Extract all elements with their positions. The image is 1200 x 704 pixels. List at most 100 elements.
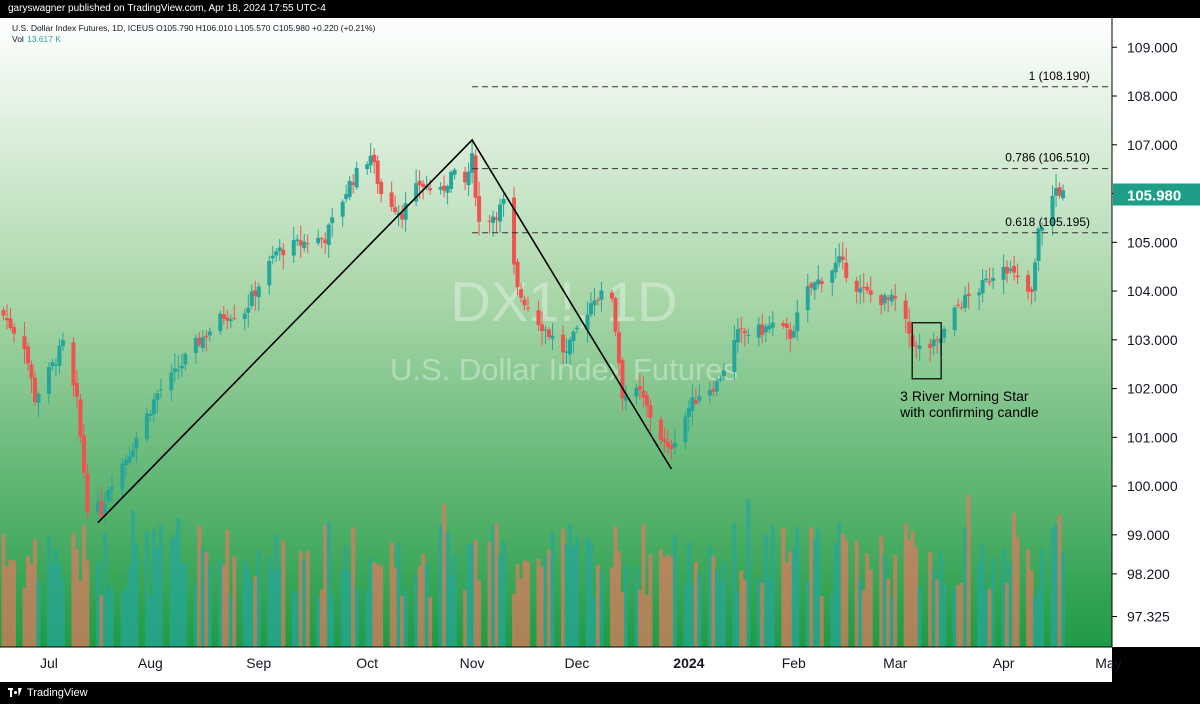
candle-body [914,345,919,347]
time-tick-label: 2024 [673,655,704,671]
candle-body [805,286,810,311]
candle-body [323,239,328,244]
candle-body [840,256,845,260]
volume-bar [347,572,352,647]
candle-body [319,238,324,240]
volume-bar [148,594,153,647]
candle-body [599,290,604,300]
volume-bar [305,550,310,647]
volume-bar [36,579,41,647]
candle-body [330,217,335,224]
volume-bar [893,554,898,647]
candle-body [795,312,800,332]
time-tick-label: Aug [138,655,163,671]
candle-body [463,171,468,183]
volume-bar [574,537,579,647]
candle-body [963,295,968,308]
annotation-line-1: 3 River Morning Star [900,388,1029,404]
watermark-symbol: DX1!, 1D [450,270,677,333]
volume-bar [466,544,471,647]
volume-bar [942,583,947,647]
last-price-badge: 105.980 [1113,183,1200,206]
time-axis-ticks: Jul Aug Sep Oct Nov Dec 2024 Feb Mar Apr May [40,655,1122,671]
volume-bar [697,573,702,647]
price-chart[interactable]: DX1!, 1D U.S. Dollar Index Futures 1 (10… [0,18,1200,682]
candle-body [256,286,261,298]
volume-bar [809,527,814,647]
candle-body [470,153,475,173]
candle-body [326,224,331,245]
volume-bar [267,557,272,647]
volume-bar [879,535,884,647]
price-axis[interactable] [1112,18,1200,647]
candle-body [95,502,100,513]
volume-bar [29,563,34,647]
volume-bar [95,561,100,647]
candle-body [228,319,233,322]
volume-bar [746,499,751,647]
volume-bar [494,523,499,647]
volume-bar [421,554,426,647]
candle-body [305,243,310,245]
volume-bar [910,530,915,647]
volume-bar [690,583,695,647]
plot-area[interactable] [0,18,1112,647]
candle-body [760,324,765,335]
candle-body [1057,187,1062,196]
candle-body [718,378,723,381]
candle-body [393,207,398,212]
volume-bar [375,564,380,647]
candle-body [977,292,982,296]
volume-bar [323,524,328,647]
candle-body [274,251,279,256]
volume-bar [144,530,149,647]
volume-bar [197,525,202,647]
candle-body [1008,268,1013,271]
price-tick-label: 97.325 [1127,609,1170,625]
volume-bar [1033,595,1038,647]
candle-body [46,367,51,395]
volume-bar [400,595,405,647]
candle-body [574,327,579,330]
volume-bar [155,547,160,647]
candle-body [183,354,188,365]
volume-bar [564,544,569,647]
volume-bar [865,553,870,647]
candle-body [669,445,674,449]
candle-body [987,281,992,283]
volume-bar [795,526,800,647]
candle-body [120,463,125,490]
volume-bar [120,592,125,647]
volume-bar [833,542,838,647]
volume-bar [46,536,51,647]
candle-body [295,239,300,242]
volume-bar [658,548,663,647]
volume-bar [648,554,653,647]
volume-bar [931,569,936,647]
volume-bar [536,558,541,647]
volume-bar [442,503,447,647]
candle-body [571,331,576,342]
candle-body [372,154,377,163]
candle-body [134,437,139,449]
candle-body [742,330,747,334]
volume-bar [837,522,842,647]
annotation: 3 River Morning Star with confirming can… [899,322,1039,420]
fib-label: 0.786 (106.510) [1005,151,1090,165]
candle-body [298,240,303,246]
candle-body [1015,275,1020,278]
volume-bar [491,525,496,647]
volume-bar [819,596,824,647]
volume-bar [907,540,912,647]
time-axis[interactable] [0,647,1112,682]
candle-body [959,307,964,309]
candle-body [721,370,726,377]
volume-bar [498,555,503,647]
volume-bar [641,524,646,647]
volume-bar [246,568,251,647]
candle-body [952,307,957,331]
candle-body [886,297,891,300]
candle-body [36,393,41,403]
volume-bar [221,564,226,647]
volume-bar [567,523,572,647]
